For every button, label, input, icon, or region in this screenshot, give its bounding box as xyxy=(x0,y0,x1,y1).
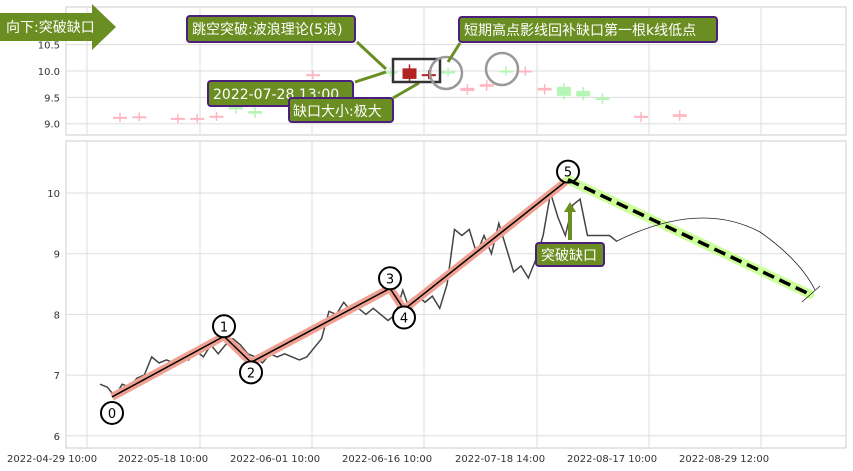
y-tick-label: 10 xyxy=(47,189,60,200)
wave-label: 5 xyxy=(564,166,572,181)
wave-marker xyxy=(212,314,236,339)
wave-marker xyxy=(100,400,124,425)
candle-body xyxy=(518,70,533,73)
x-tick-label: 2022-04-29 10:00 xyxy=(7,454,97,465)
candle-body xyxy=(132,116,147,119)
arrow-head-icon xyxy=(564,202,576,212)
pointer-arrow xyxy=(392,81,420,100)
candle-body xyxy=(576,91,591,97)
candle-body xyxy=(228,106,243,110)
candle-body xyxy=(402,68,417,79)
fill-note-label: 短期高点影线回补缺口第一根k线低点 xyxy=(464,22,696,39)
y-tick-label: 6 xyxy=(54,432,60,443)
y-tick-label: 9 xyxy=(54,250,60,261)
fill-circle xyxy=(484,51,520,87)
x-tick-label: 2022-08-29 12:00 xyxy=(679,454,769,465)
x-tick-label: 2022-06-16 10:00 xyxy=(342,454,432,465)
wave-marker xyxy=(556,159,580,184)
breakout-box xyxy=(535,242,605,267)
projection-line xyxy=(567,178,811,296)
candle-body xyxy=(460,87,475,92)
y-tick-label: 10.5 xyxy=(38,41,60,52)
y-tick-label: 9.0 xyxy=(44,120,60,131)
annotations: 向下:突破缺口 跳空突破:波浪理论(5浪) 2022-07-28 13:00 缺… xyxy=(0,4,718,267)
candle-body xyxy=(209,115,224,118)
gap-highlight-box xyxy=(391,57,442,84)
x-tick-label: 2022-05-18 10:00 xyxy=(118,454,208,465)
y-tick-label: 10.0 xyxy=(38,67,60,78)
wave-label: 3 xyxy=(386,272,394,287)
y-tick-label: 9.5 xyxy=(44,93,60,104)
candle-body xyxy=(479,84,494,87)
pointer-arrow xyxy=(354,70,387,84)
candle-body xyxy=(190,117,205,120)
candle-body xyxy=(499,70,513,73)
candle-body xyxy=(537,87,552,91)
wave-marker xyxy=(239,360,263,385)
candle-body xyxy=(441,71,456,74)
candlestick-panel: 10.5 10.0 9.5 9.0 xyxy=(38,6,847,136)
candle-body xyxy=(556,86,571,96)
wave-line xyxy=(111,179,569,398)
candle-body xyxy=(421,74,436,77)
candle-body xyxy=(672,114,687,117)
projection-arc xyxy=(616,217,816,291)
price-panel: 2022-04-29 10:00 2022-05-18 10:00 2022-06-… xyxy=(7,140,847,465)
x-tick-label: 2022-06-01 10:00 xyxy=(230,454,320,465)
x-tick-label: 2022-08-17 10:00 xyxy=(567,454,657,465)
candle-body xyxy=(306,74,320,77)
candle-body xyxy=(383,71,398,74)
pointer-arrow xyxy=(446,42,462,63)
pointer-arrow xyxy=(355,40,388,71)
wave-marker xyxy=(378,266,402,291)
gap-size-label: 缺口大小:极大 xyxy=(293,104,382,120)
direction-label: 向下:突破缺口 xyxy=(6,20,95,36)
gap-theory-label: 跳空突破:波浪理论(5浪) xyxy=(192,22,343,38)
candle-body xyxy=(170,117,185,120)
plot-frame xyxy=(65,140,847,449)
wave-label: 4 xyxy=(400,312,408,327)
candle-body xyxy=(595,97,610,100)
direction-arrow-icon xyxy=(0,4,116,50)
arc-tick xyxy=(801,285,821,303)
candle-body xyxy=(248,111,263,114)
gap-size-box xyxy=(288,97,394,123)
wave-label: 2 xyxy=(247,366,255,381)
breakout-label: 突破缺口 xyxy=(541,248,597,264)
fill-note-box xyxy=(458,16,718,43)
wave-marker xyxy=(392,305,416,330)
fill-circle xyxy=(428,55,464,91)
candle-body xyxy=(634,115,649,118)
wave-highlight xyxy=(110,176,571,401)
wave-label: 0 xyxy=(108,407,116,422)
wave-label: 1 xyxy=(220,320,228,335)
y-tick-label: 8 xyxy=(54,310,60,321)
candle-body xyxy=(113,116,127,119)
y-tick-label: 7 xyxy=(54,371,60,382)
x-tick-label: 2022-07-18 14:00 xyxy=(455,454,545,465)
gap-theory-box xyxy=(186,15,356,43)
